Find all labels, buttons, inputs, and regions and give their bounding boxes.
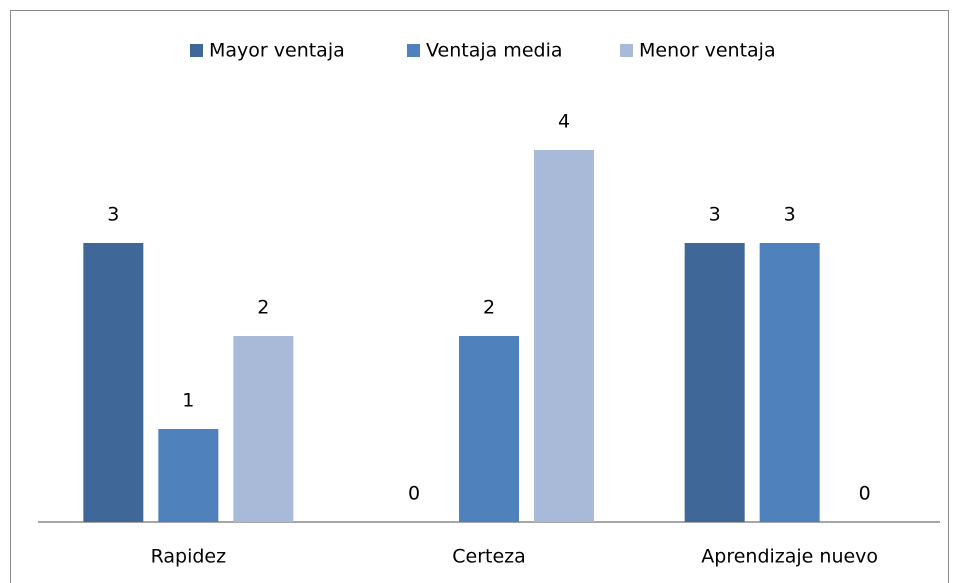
legend-label: Mayor ventaja	[209, 40, 345, 62]
data-label: 0	[408, 483, 420, 505]
legend-label: Ventaja media	[426, 40, 563, 62]
bar	[759, 243, 820, 522]
legend-swatch	[407, 44, 420, 57]
data-label: 2	[257, 297, 269, 319]
bar	[233, 336, 294, 522]
data-label: 2	[483, 297, 495, 319]
bar	[83, 243, 144, 522]
data-label: 0	[859, 483, 871, 505]
x-tick-label: Certeza	[452, 546, 526, 568]
data-label: 3	[709, 204, 721, 226]
x-tick-label: Rapidez	[151, 546, 227, 568]
legend-swatch	[620, 44, 633, 57]
bar	[459, 336, 519, 522]
data-label: 3	[784, 204, 796, 226]
bar	[534, 150, 594, 522]
legend-label: Menor ventaja	[639, 40, 776, 62]
bar	[158, 429, 219, 522]
bar	[684, 243, 745, 522]
x-tick-label: Aprendizaje nuevo	[701, 546, 878, 568]
data-label: 4	[558, 111, 570, 133]
data-label: 3	[107, 204, 119, 226]
data-label: 1	[182, 390, 194, 412]
legend-swatch	[190, 44, 203, 57]
